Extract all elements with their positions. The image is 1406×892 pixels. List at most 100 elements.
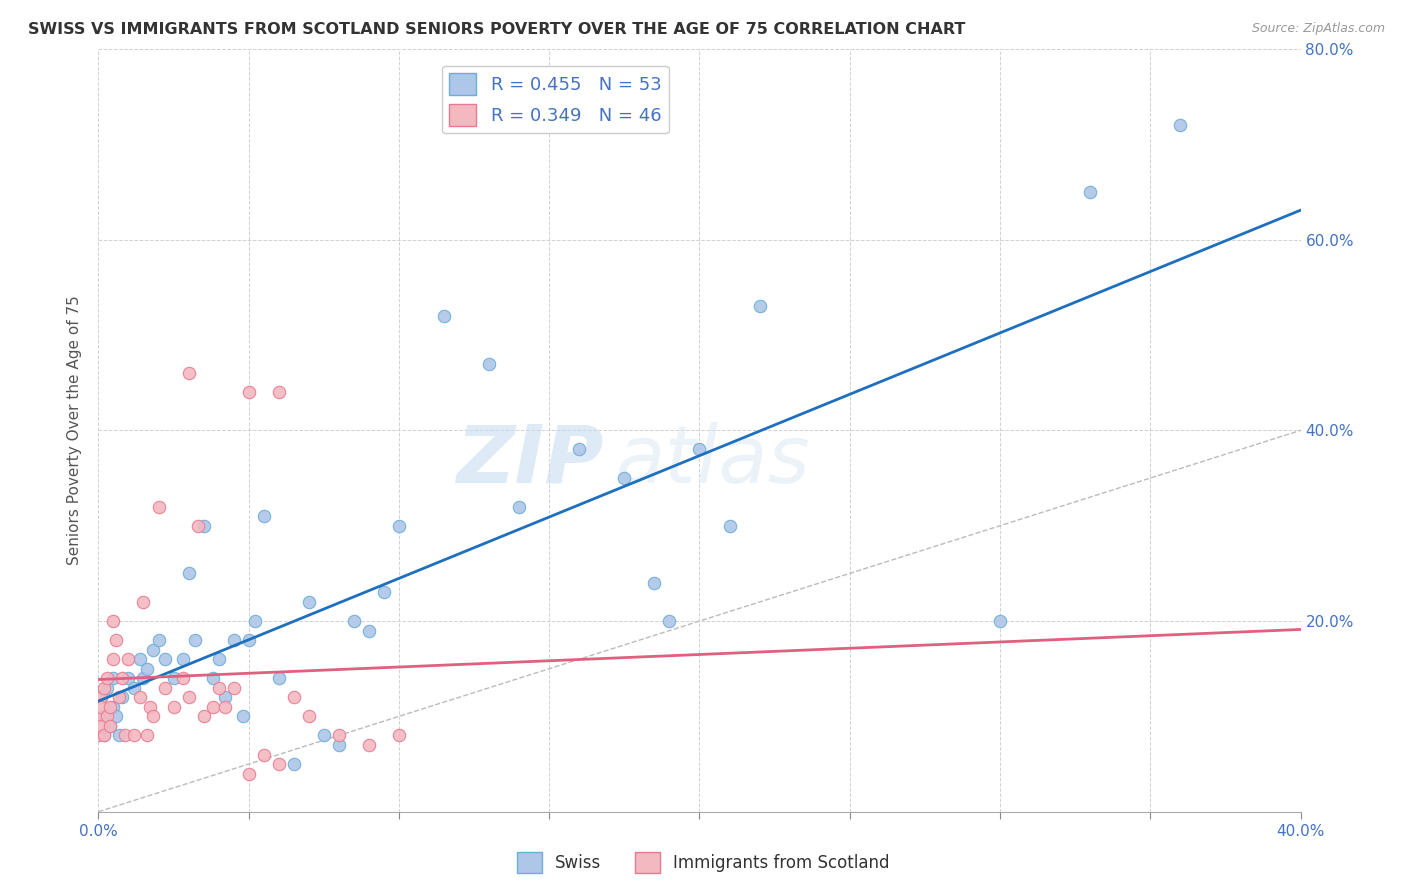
Point: [183, 633, 205, 648]
Point: [238, 633, 260, 648]
Point: [132, 671, 155, 685]
Point: [201, 671, 224, 685]
Point: [718, 518, 741, 533]
Point: [105, 709, 128, 723]
Point: [103, 614, 125, 628]
Point: [87, 728, 110, 742]
Point: [187, 518, 209, 533]
Point: [267, 757, 290, 772]
Point: [1078, 185, 1101, 199]
Point: [132, 595, 155, 609]
Point: [177, 366, 200, 380]
Point: [388, 728, 411, 742]
Point: [103, 699, 125, 714]
Point: [478, 357, 501, 371]
Point: [90, 690, 112, 705]
Point: [117, 671, 139, 685]
Point: [253, 747, 276, 762]
Point: [105, 633, 128, 648]
Point: [100, 719, 122, 733]
Point: [508, 500, 530, 514]
Y-axis label: Seniors Poverty Over the Age of 75: Seniors Poverty Over the Age of 75: [67, 295, 83, 566]
Point: [283, 757, 305, 772]
Point: [214, 699, 236, 714]
Point: [96, 709, 118, 723]
Point: [90, 690, 112, 705]
Point: [162, 671, 184, 685]
Point: [328, 738, 350, 752]
Point: [93, 728, 115, 742]
Point: [243, 614, 266, 628]
Point: [177, 566, 200, 581]
Point: [172, 652, 194, 666]
Text: SWISS VS IMMIGRANTS FROM SCOTLAND SENIORS POVERTY OVER THE AGE OF 75 CORRELATION: SWISS VS IMMIGRANTS FROM SCOTLAND SENIOR…: [28, 22, 966, 37]
Point: [141, 709, 163, 723]
Point: [90, 719, 112, 733]
Point: [328, 728, 350, 742]
Point: [568, 442, 591, 457]
Point: [357, 738, 380, 752]
Point: [162, 699, 184, 714]
Point: [208, 652, 231, 666]
Point: [748, 300, 770, 314]
Point: [283, 690, 305, 705]
Point: [988, 614, 1011, 628]
Legend: Swiss, Immigrants from Scotland: Swiss, Immigrants from Scotland: [510, 846, 896, 880]
Point: [108, 690, 131, 705]
Point: [100, 719, 122, 733]
Point: [129, 652, 152, 666]
Point: [96, 671, 118, 685]
Point: [124, 728, 146, 742]
Point: [117, 652, 139, 666]
Text: Source: ZipAtlas.com: Source: ZipAtlas.com: [1251, 22, 1385, 36]
Point: [90, 699, 112, 714]
Point: [357, 624, 380, 638]
Point: [222, 681, 245, 695]
Point: [135, 662, 157, 676]
Point: [135, 728, 157, 742]
Point: [343, 614, 366, 628]
Point: [129, 690, 152, 705]
Point: [267, 671, 290, 685]
Point: [232, 709, 254, 723]
Point: [312, 728, 335, 742]
Legend: R = 0.455   N = 53, R = 0.349   N = 46: R = 0.455 N = 53, R = 0.349 N = 46: [441, 66, 669, 133]
Point: [267, 385, 290, 400]
Point: [114, 728, 136, 742]
Point: [193, 518, 215, 533]
Point: [93, 681, 115, 695]
Point: [138, 699, 160, 714]
Point: [108, 728, 131, 742]
Point: [111, 690, 134, 705]
Point: [93, 709, 115, 723]
Point: [153, 652, 176, 666]
Point: [298, 595, 321, 609]
Point: [141, 642, 163, 657]
Point: [433, 309, 456, 323]
Point: [613, 471, 636, 485]
Point: [388, 518, 411, 533]
Point: [253, 509, 276, 524]
Point: [96, 681, 118, 695]
Point: [193, 709, 215, 723]
Point: [658, 614, 681, 628]
Point: [172, 671, 194, 685]
Point: [177, 690, 200, 705]
Point: [238, 766, 260, 780]
Point: [148, 633, 170, 648]
Point: [238, 385, 260, 400]
Point: [124, 681, 146, 695]
Point: [1170, 119, 1192, 133]
Point: [153, 681, 176, 695]
Text: ZIP: ZIP: [456, 422, 603, 500]
Point: [148, 500, 170, 514]
Point: [688, 442, 710, 457]
Point: [93, 728, 115, 742]
Point: [298, 709, 321, 723]
Point: [87, 709, 110, 723]
Point: [643, 576, 665, 591]
Point: [208, 681, 231, 695]
Point: [214, 690, 236, 705]
Point: [111, 671, 134, 685]
Point: [100, 699, 122, 714]
